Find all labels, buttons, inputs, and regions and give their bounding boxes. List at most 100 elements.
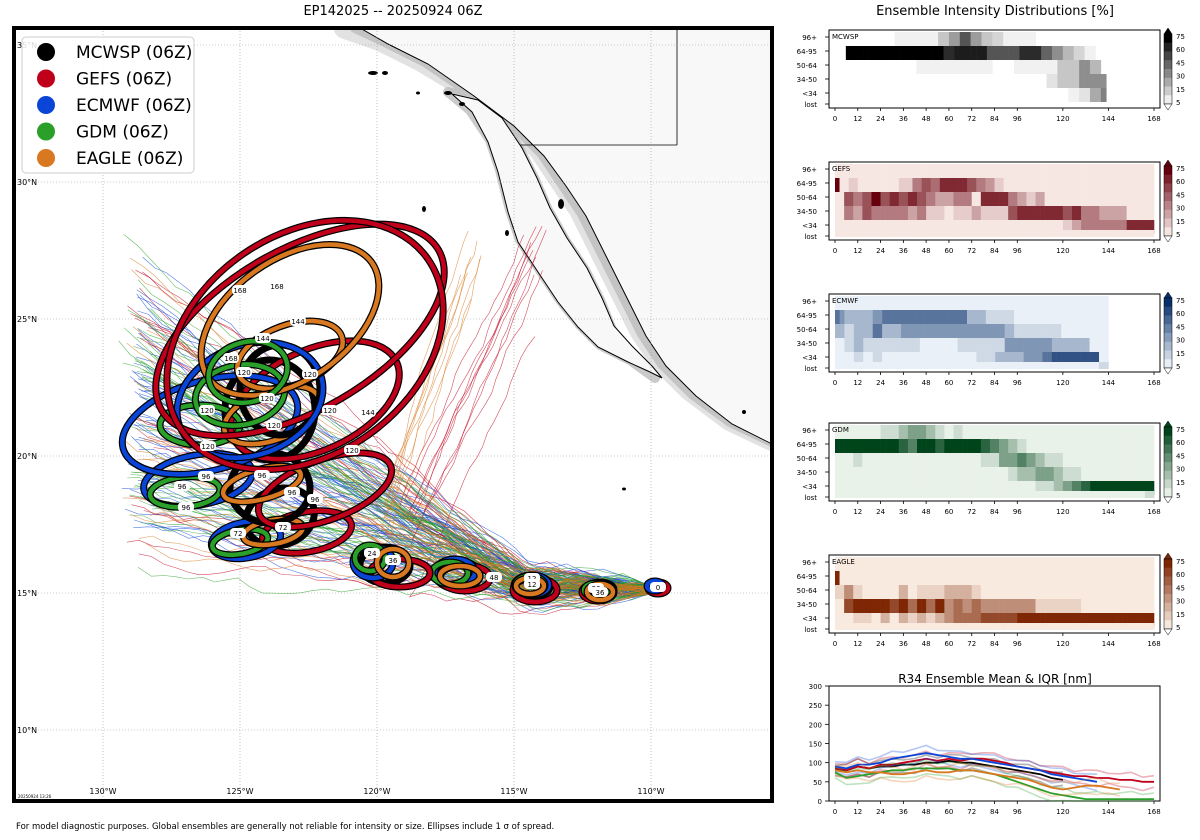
heat-cell <box>1094 352 1100 366</box>
heat-cell <box>1017 425 1023 439</box>
heat-cell <box>839 623 845 630</box>
heat-cell <box>1090 599 1096 613</box>
heat-cell <box>871 623 877 630</box>
heat-cell <box>844 362 850 369</box>
heat-cell <box>1044 220 1050 234</box>
heat-cell <box>839 467 845 481</box>
heat-cell <box>1112 571 1118 585</box>
heat-cell <box>962 296 968 310</box>
r34-chart: R34 Ensemble Mean & IQR [nm]050100150200… <box>809 672 1161 816</box>
heat-cell <box>886 338 892 352</box>
colorbar-label: 75 <box>1176 426 1185 434</box>
heat-cell <box>985 164 991 178</box>
heat-cell <box>980 481 986 495</box>
heat-cell <box>989 220 995 234</box>
heat-cell <box>1003 192 1009 206</box>
heat-cell <box>1062 557 1068 571</box>
heat-cell <box>1085 439 1091 453</box>
heat-cell <box>1058 481 1064 495</box>
heat-cell <box>1040 557 1045 571</box>
ellipse-hour-label: 0 <box>656 584 660 592</box>
heat-cell <box>1026 178 1032 192</box>
heat-cell <box>845 46 852 60</box>
heat-cell <box>862 192 868 206</box>
heat-cell <box>912 585 918 599</box>
heat-cell <box>967 296 973 310</box>
ellipse-hour-label: 120 <box>200 407 213 415</box>
heat-cell <box>872 310 878 324</box>
heat-cell <box>1035 599 1041 613</box>
track-line <box>138 436 659 593</box>
heat-cell <box>971 206 977 220</box>
heat-cell <box>1066 362 1072 369</box>
hour-label: 84 <box>990 508 999 516</box>
colorbar-label: 45 <box>1176 191 1185 199</box>
heat-cell <box>1090 230 1096 237</box>
heat-cell <box>1008 481 1014 495</box>
heat-cell <box>981 310 987 324</box>
heat-cell <box>849 324 855 338</box>
heat-cell <box>907 453 913 467</box>
heat-cell <box>1009 338 1015 352</box>
heat-cell <box>1061 338 1067 352</box>
heat-cell <box>1053 491 1059 498</box>
heat-cell <box>971 362 977 369</box>
heat-cell <box>1030 467 1036 481</box>
heat-cell <box>1018 296 1024 310</box>
heat-cell <box>985 206 991 220</box>
heat-cell <box>1058 425 1064 439</box>
heat-cell <box>917 585 922 599</box>
row-label: <34 <box>802 483 817 491</box>
heat-cell <box>1000 324 1006 338</box>
heat-cell <box>871 557 877 571</box>
heat-cell <box>1004 310 1010 324</box>
heat-cell <box>1040 439 1045 453</box>
heat-cell <box>866 491 872 498</box>
colorbar-step <box>1164 209 1172 219</box>
heat-cell <box>1030 623 1036 630</box>
heat-cell <box>1026 623 1032 630</box>
hour-label: 144 <box>1102 508 1116 516</box>
heat-cell <box>958 230 963 237</box>
heat-cell <box>957 352 963 366</box>
heat-cell <box>1021 571 1027 585</box>
heat-cell <box>1053 178 1059 192</box>
heat-cell <box>995 324 1001 338</box>
heat-cell <box>976 220 982 234</box>
heat-cell <box>912 453 918 467</box>
colorbar-label: 75 <box>1176 33 1185 41</box>
heat-cell <box>1112 613 1118 627</box>
heat-cell <box>1135 585 1141 599</box>
heat-cell <box>898 425 904 439</box>
heat-cell <box>967 362 973 369</box>
heat-cell <box>1035 491 1041 498</box>
heat-cell <box>885 439 890 453</box>
heat-cell <box>944 481 950 495</box>
heat-cell <box>1008 425 1014 439</box>
heat-cell <box>924 352 930 366</box>
heat-cell <box>889 571 895 585</box>
heat-cell <box>844 164 849 178</box>
heat-cell <box>1131 613 1137 627</box>
heat-cell <box>1066 324 1072 338</box>
heat-cell <box>926 571 931 585</box>
heat-cell <box>1144 491 1150 498</box>
heat-cell <box>1030 585 1036 599</box>
heat-cell <box>907 557 913 571</box>
heat-cell <box>1003 220 1009 234</box>
heat-cell <box>958 453 963 467</box>
colorbar-step <box>1164 95 1172 105</box>
heat-cell <box>943 60 950 74</box>
heat-cell <box>1014 60 1020 74</box>
heat-cell <box>971 467 977 481</box>
heat-cell <box>853 310 859 324</box>
colorbar-step <box>1164 166 1172 176</box>
heat-cell <box>844 557 849 571</box>
heat-cell <box>872 338 878 352</box>
hour-label: 168 <box>1147 640 1160 648</box>
heat-cell <box>1103 362 1109 369</box>
heat-cell <box>1000 338 1006 352</box>
heat-cell <box>1062 571 1068 585</box>
heat-cell <box>1126 453 1132 467</box>
